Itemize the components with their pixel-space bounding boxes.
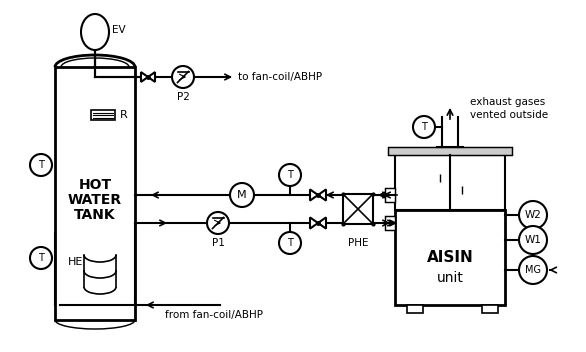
Circle shape bbox=[519, 226, 547, 254]
Text: WATER: WATER bbox=[68, 193, 122, 207]
Circle shape bbox=[279, 232, 301, 254]
Text: T: T bbox=[287, 238, 293, 248]
Text: exhaust gases: exhaust gases bbox=[470, 97, 545, 107]
Text: AISIN: AISIN bbox=[427, 251, 473, 265]
Text: from fan-coil/ABHP: from fan-coil/ABHP bbox=[165, 310, 263, 320]
Polygon shape bbox=[318, 218, 326, 228]
Bar bbox=[55, 67, 135, 320]
Text: M: M bbox=[237, 190, 247, 200]
Bar bbox=[395, 155, 505, 210]
Bar bbox=[385, 188, 395, 202]
Bar bbox=[407, 305, 423, 313]
Text: R: R bbox=[120, 110, 128, 120]
Text: T: T bbox=[287, 170, 293, 180]
Text: P2: P2 bbox=[176, 92, 189, 102]
Text: PHE: PHE bbox=[347, 238, 368, 248]
Circle shape bbox=[279, 164, 301, 186]
Text: HE: HE bbox=[68, 257, 83, 267]
Text: T: T bbox=[421, 122, 427, 132]
Polygon shape bbox=[318, 189, 326, 201]
Text: W2: W2 bbox=[524, 210, 541, 220]
Polygon shape bbox=[141, 72, 148, 82]
Ellipse shape bbox=[81, 14, 109, 50]
Bar bbox=[343, 194, 373, 224]
Text: MG: MG bbox=[525, 265, 541, 275]
Text: T: T bbox=[38, 253, 44, 263]
Text: to fan-coil/ABHP: to fan-coil/ABHP bbox=[238, 72, 322, 82]
Text: TANK: TANK bbox=[74, 208, 116, 222]
Text: unit: unit bbox=[437, 271, 464, 285]
Text: EV: EV bbox=[112, 25, 125, 35]
Circle shape bbox=[413, 116, 435, 138]
Circle shape bbox=[230, 183, 254, 207]
Text: vented outside: vented outside bbox=[470, 110, 548, 120]
Polygon shape bbox=[148, 72, 155, 82]
Polygon shape bbox=[310, 189, 318, 201]
Polygon shape bbox=[310, 218, 318, 228]
Text: P1: P1 bbox=[212, 238, 224, 248]
Text: T: T bbox=[38, 160, 44, 170]
Circle shape bbox=[30, 247, 52, 269]
Circle shape bbox=[207, 212, 229, 234]
Text: W1: W1 bbox=[524, 235, 541, 245]
Bar bbox=[482, 305, 498, 313]
Circle shape bbox=[519, 201, 547, 229]
Circle shape bbox=[30, 154, 52, 176]
Circle shape bbox=[172, 66, 194, 88]
Bar bbox=[385, 216, 395, 230]
Text: HOT: HOT bbox=[79, 178, 111, 192]
Bar bbox=[91, 110, 115, 120]
Bar bbox=[388, 147, 512, 155]
Bar bbox=[395, 210, 505, 305]
Circle shape bbox=[519, 256, 547, 284]
